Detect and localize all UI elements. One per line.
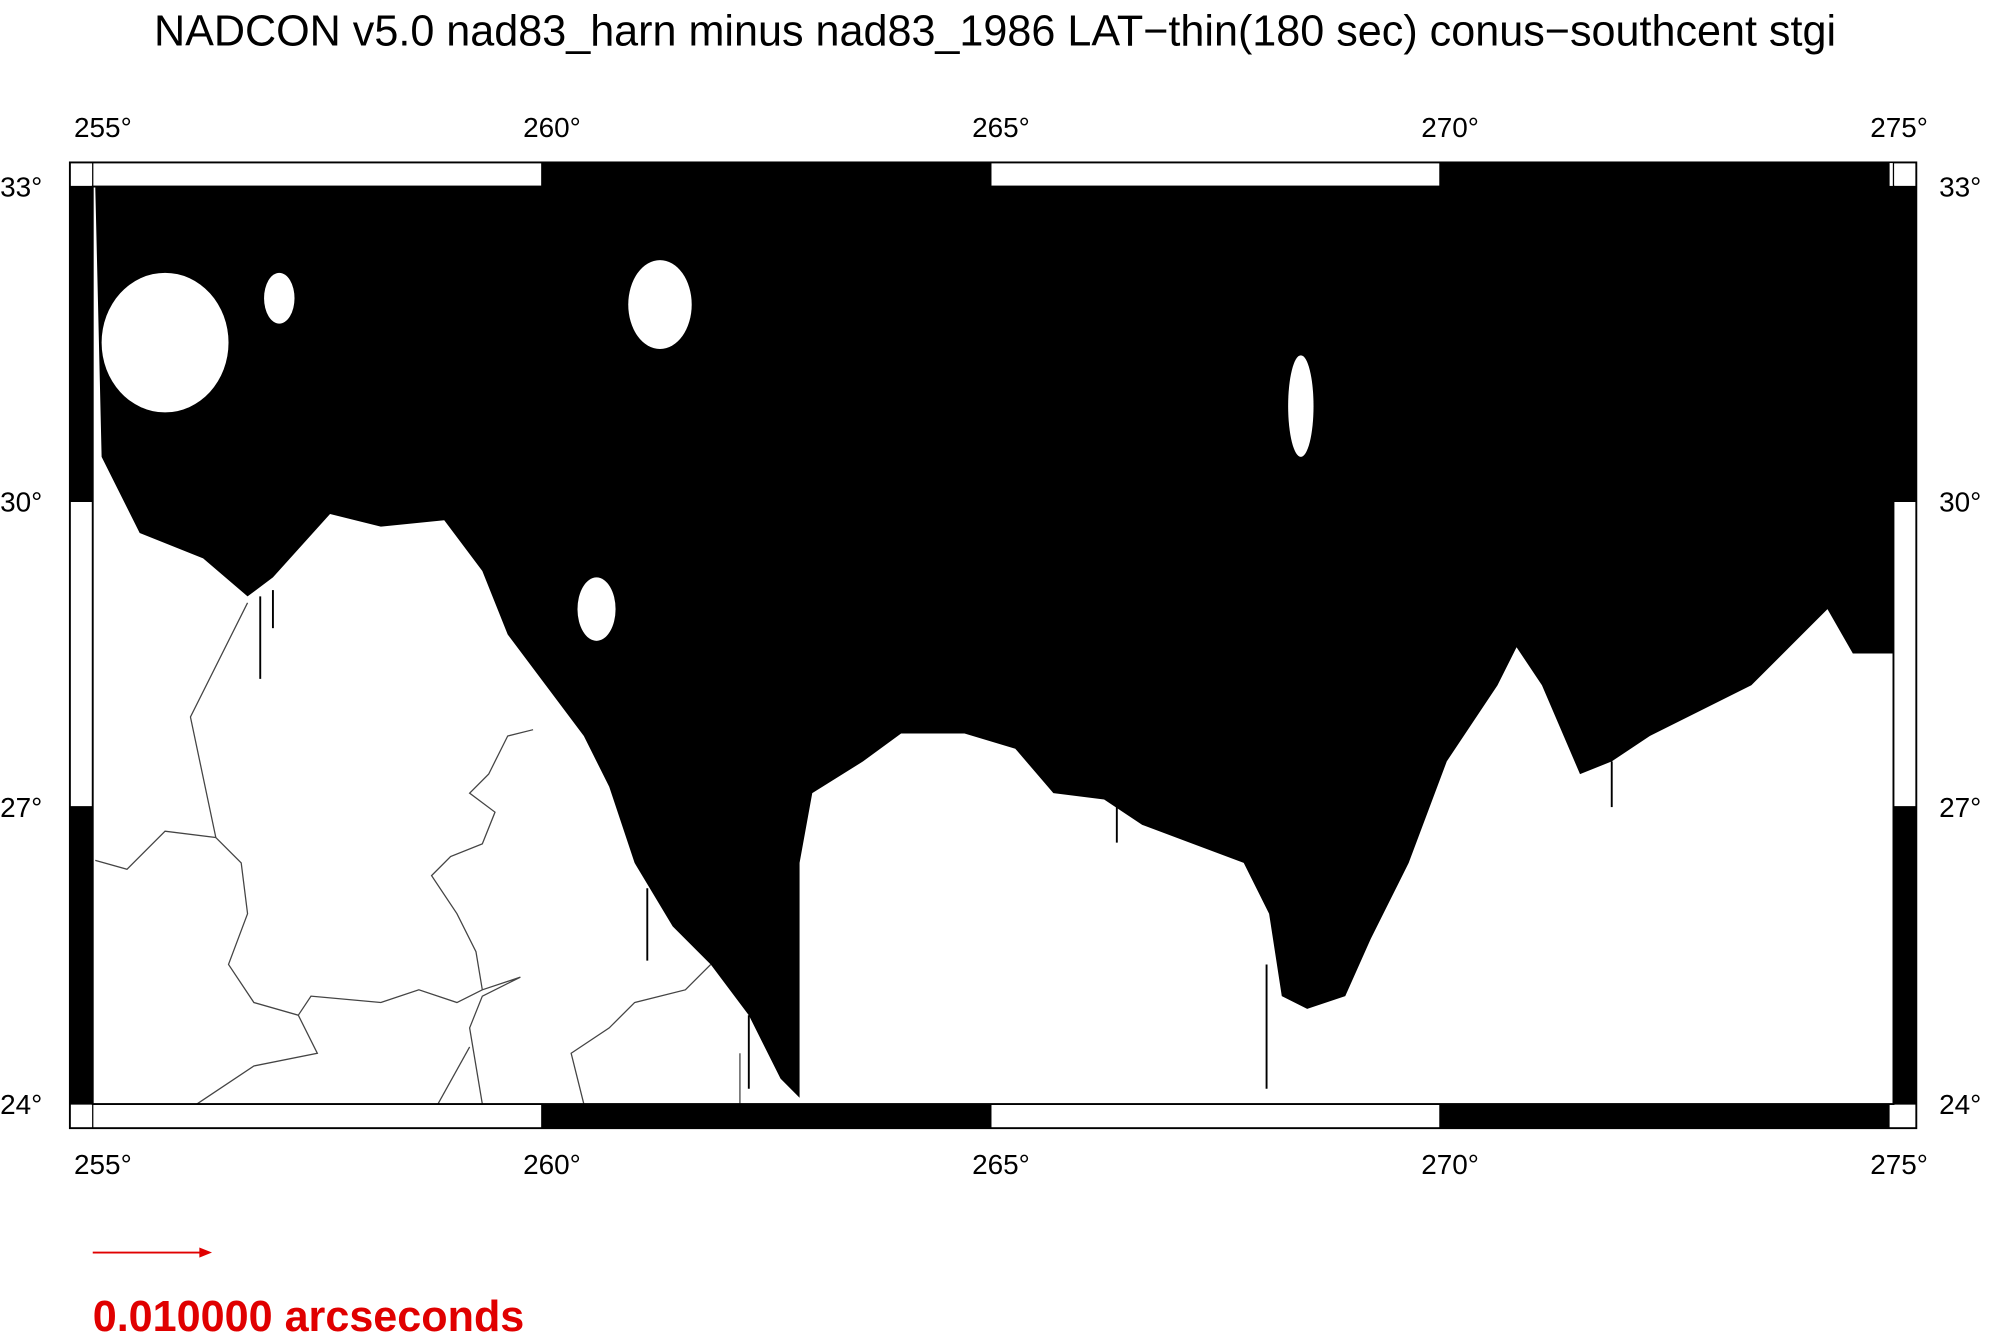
field-gaps xyxy=(101,260,1314,641)
x-tick-label: 275° xyxy=(1870,1149,1928,1180)
x-tick-label: 275° xyxy=(1870,112,1928,143)
x-tick-label: 270° xyxy=(1421,112,1479,143)
frame-band xyxy=(1439,1104,1889,1129)
frame-band xyxy=(1439,162,1889,187)
frame-band xyxy=(1888,161,1895,188)
arrow-mass xyxy=(95,186,1894,1098)
y-tick-label: 30° xyxy=(1939,486,1981,517)
borders xyxy=(95,602,741,1105)
legend-label: 0.010000 arcseconds xyxy=(93,1293,525,1335)
frame-band xyxy=(541,1104,991,1129)
vector-field xyxy=(95,186,1894,1105)
x-tick-label: 260° xyxy=(523,112,581,143)
frame-band xyxy=(69,186,93,502)
x-tick-label: 265° xyxy=(972,112,1030,143)
frame-band xyxy=(1893,186,1917,502)
legend-arrowhead xyxy=(199,1247,213,1258)
x-tick-label: 265° xyxy=(972,1149,1030,1180)
y-tick-label: 27° xyxy=(0,792,42,823)
frame-band xyxy=(541,162,991,187)
y-tick-label: 27° xyxy=(1939,792,1981,823)
hanging-arrows xyxy=(259,590,1613,1089)
y-tick-label: 24° xyxy=(0,1089,42,1120)
frame-band xyxy=(69,806,93,1105)
y-tick-label: 24° xyxy=(1939,1089,1981,1120)
frame-inner xyxy=(91,185,1895,1105)
frame-band xyxy=(1893,806,1917,1105)
x-tick-label: 260° xyxy=(523,1149,581,1180)
x-tick-label: 255° xyxy=(74,112,132,143)
y-tick-label: 33° xyxy=(0,172,42,203)
x-tick-label: 270° xyxy=(1421,1149,1479,1180)
map-title: NADCON v5.0 nad83_harn minus nad83_1986 … xyxy=(154,8,1836,56)
x-tick-label: 255° xyxy=(74,1149,132,1180)
y-tick-label: 30° xyxy=(0,486,42,517)
y-tick-label: 33° xyxy=(1939,172,1981,203)
